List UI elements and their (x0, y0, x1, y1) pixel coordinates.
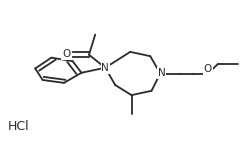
Text: O: O (62, 49, 70, 59)
Text: HCl: HCl (8, 120, 29, 133)
Text: N: N (101, 63, 109, 73)
Text: N: N (157, 68, 165, 78)
Text: O: O (203, 64, 211, 74)
